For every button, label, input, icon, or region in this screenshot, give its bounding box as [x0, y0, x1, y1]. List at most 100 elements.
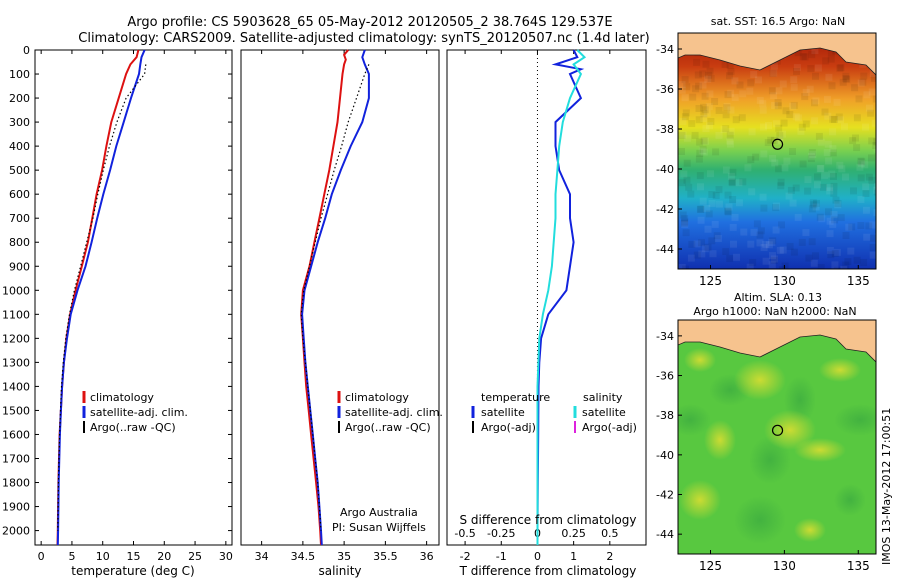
sst-pixel: [859, 78, 867, 86]
sst-pixel: [775, 165, 783, 173]
sst-pixel: [715, 131, 723, 139]
sst-pixel: [683, 134, 691, 142]
sst-pixel: [694, 71, 702, 79]
sst-pixel: [713, 232, 721, 240]
sst-pixel: [829, 220, 837, 228]
sst-pixel: [852, 134, 859, 142]
sst-pixel: [700, 137, 708, 145]
header-line2: Climatology: CARS2009. Satellite-adjuste…: [78, 31, 650, 46]
sst-pixel: [698, 239, 705, 247]
sst-pixel: [707, 75, 715, 82]
sst-pixel: [759, 106, 767, 114]
sst-pixel: [727, 68, 735, 76]
sst-pixel: [811, 99, 818, 107]
sst-pixel: [735, 179, 743, 187]
sst-pixel: [781, 164, 789, 172]
sst-pixel: [865, 222, 873, 230]
sst-pixel: [798, 238, 806, 246]
x-tick-label: 34.5: [291, 550, 316, 563]
sst-pixel: [786, 111, 794, 118]
sst-pixel: [825, 208, 832, 216]
sst-pixel: [826, 217, 834, 225]
sst-pixel: [824, 140, 832, 148]
sst-pixel: [678, 86, 686, 94]
sst-pixel: [711, 220, 719, 228]
sst-pixel: [873, 209, 876, 217]
sla-texture: [678, 348, 876, 544]
sst-pixel: [817, 164, 825, 172]
x-tick-label: 2: [606, 550, 613, 563]
sla-eddy: [679, 480, 721, 520]
sst-pixel: [833, 98, 841, 106]
sst-pixel: [808, 205, 816, 213]
sla-map-axes: 125 130 135 -34 -36 -38 -40 -42 -44: [656, 330, 870, 573]
sst-pixel: [794, 49, 802, 57]
sst-pixel: [775, 124, 783, 132]
sst-land: [678, 33, 876, 76]
sst-pixel: [702, 125, 710, 133]
sst-pixel: [724, 191, 732, 199]
sst-pixel: [750, 71, 758, 78]
y-tick-label: 800: [9, 236, 30, 249]
sst-pixel: [855, 95, 863, 103]
sst-pixel: [838, 165, 846, 173]
sst-pixel: [828, 82, 836, 90]
sst-pixel: [770, 69, 778, 77]
sst-pixel: [700, 110, 708, 118]
sst-pixel: [862, 183, 870, 191]
sst-pixel: [821, 171, 829, 179]
sst-pixel: [753, 220, 761, 228]
sst-pixel: [807, 65, 815, 73]
sst-pixel: [727, 172, 735, 180]
sst-pixel: [850, 187, 857, 195]
series-line-satellite: [536, 49, 587, 545]
sst-pixel: [681, 218, 689, 226]
sst-pixel: [707, 118, 715, 125]
sst-pixel: [836, 161, 844, 169]
sst-pixel: [830, 182, 838, 190]
s-tick-label: -0.25: [487, 527, 515, 540]
sst-pixel: [772, 120, 780, 128]
sst-pixel: [799, 53, 807, 61]
series-line-argo-raw-qc-: [57, 64, 147, 531]
sst-pixel: [860, 259, 868, 266]
series-line-climatology: [300, 49, 349, 546]
sst-pixel: [733, 253, 740, 261]
sst-pixel: [853, 114, 861, 122]
temperature-legend: climatology satellite-adj. clim. Argo(..…: [82, 391, 188, 434]
sst-pixel: [810, 201, 818, 209]
x-tick-label: 1: [570, 550, 577, 563]
sst-pixel: [833, 266, 841, 269]
sst-pixel: [869, 234, 876, 242]
sst-pixel: [843, 75, 851, 83]
map-y-tick-label: -40: [656, 449, 674, 462]
sst-pixel: [699, 81, 707, 89]
sst-pixel: [829, 145, 837, 153]
sst-pixel: [729, 223, 737, 231]
sst-pixel: [793, 64, 801, 72]
s-difference-label: S difference from climatology: [460, 513, 637, 527]
sst-pixel: [776, 132, 784, 139]
sst-pixel: [724, 208, 732, 216]
sst-pixel: [682, 229, 690, 237]
sst-pixel: [722, 111, 730, 119]
sst-pixel: [767, 136, 775, 144]
legend-title-salinity: salinity: [583, 391, 623, 404]
sst-pixel: [699, 197, 707, 205]
sst-pixel: [777, 182, 785, 190]
sst-pixel: [824, 95, 831, 103]
y-tick-label: 1200: [2, 332, 30, 345]
sst-pixel: [839, 78, 847, 86]
sst-pixel: [849, 137, 857, 145]
sst-pixel: [832, 196, 840, 204]
sst-pixel: [739, 178, 747, 186]
sst-pixel: [772, 204, 780, 212]
sst-pixel: [802, 88, 810, 96]
sst-pixel: [731, 77, 739, 85]
sst-pixel: [678, 179, 686, 187]
sst-pixel: [827, 48, 835, 56]
sst-pixel: [700, 103, 707, 111]
y-tick-label: 200: [9, 92, 30, 105]
sst-pixel: [814, 64, 822, 72]
sst-pixel: [714, 235, 722, 242]
